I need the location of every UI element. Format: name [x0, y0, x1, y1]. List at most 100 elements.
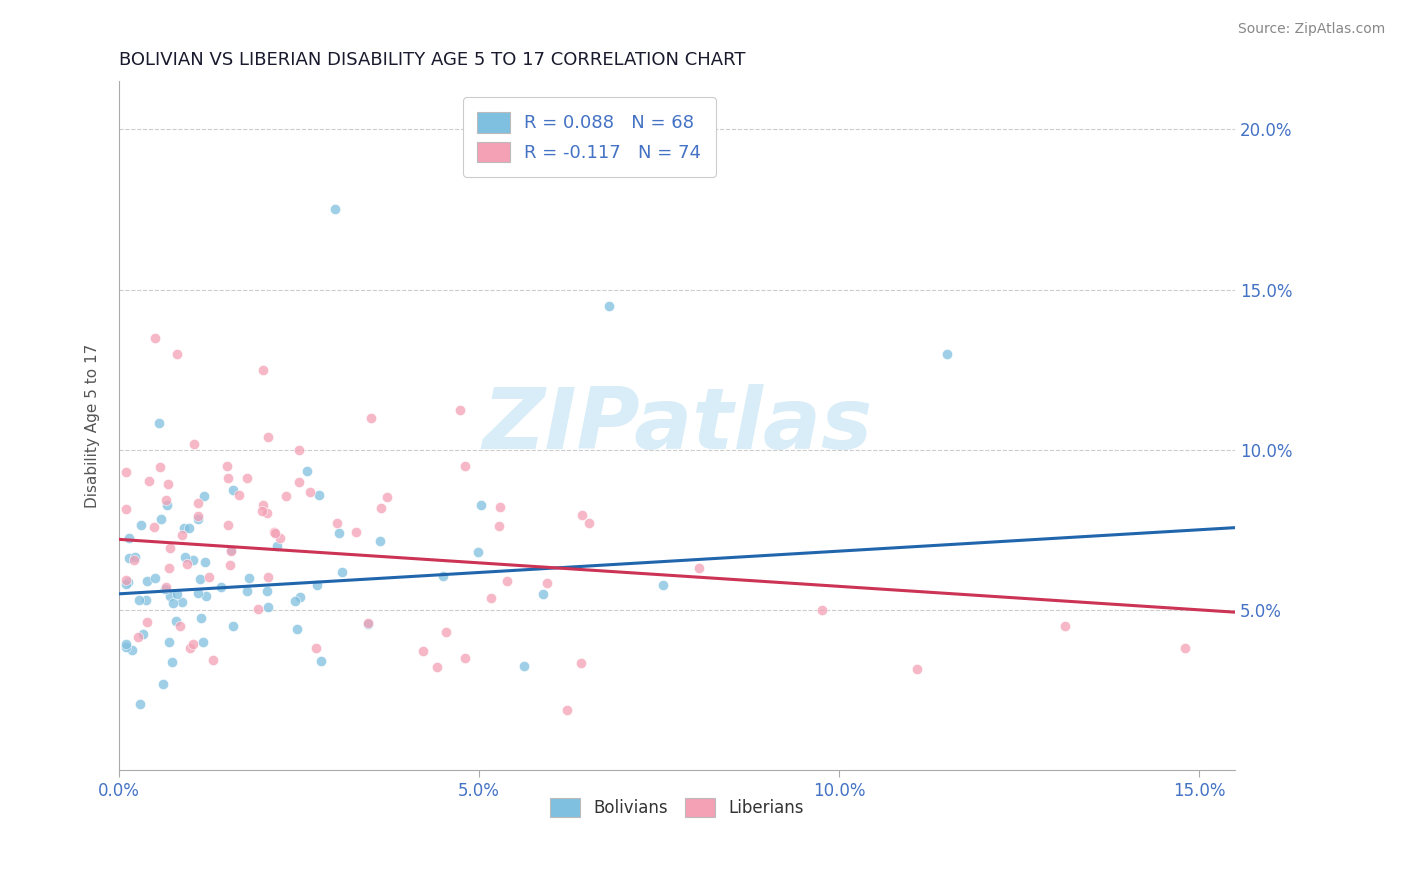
Point: [257, 569, 280, 583]
Point: [169, 619, 191, 633]
Point: [179, 640, 201, 655]
Point: [155, 493, 177, 508]
Point: [449, 403, 471, 417]
Point: [326, 516, 349, 530]
Point: [166, 587, 188, 601]
Point: [536, 576, 558, 591]
Point: [135, 615, 157, 630]
Point: [470, 499, 492, 513]
Point: [811, 603, 834, 617]
Point: [263, 524, 285, 539]
Point: [173, 521, 195, 535]
Point: [153, 582, 176, 596]
Point: [143, 571, 166, 585]
Point: [252, 362, 274, 376]
Point: [305, 640, 328, 655]
Point: [228, 487, 250, 501]
Point: [132, 627, 155, 641]
Point: [257, 600, 280, 615]
Point: [187, 586, 209, 600]
Point: [118, 551, 141, 566]
Point: [194, 555, 217, 569]
Point: [298, 484, 321, 499]
Point: [152, 677, 174, 691]
Point: [115, 573, 138, 587]
Point: [266, 539, 288, 553]
Point: [651, 578, 673, 592]
Point: [479, 591, 502, 605]
Point: [285, 622, 308, 636]
Point: [197, 569, 219, 583]
Point: [143, 520, 166, 534]
Point: [264, 526, 287, 541]
Point: [1053, 619, 1076, 633]
Y-axis label: Disability Age 5 to 17: Disability Age 5 to 17: [86, 343, 100, 508]
Point: [512, 658, 534, 673]
Point: [488, 500, 510, 514]
Point: [936, 346, 959, 360]
Point: [219, 543, 242, 558]
Point: [202, 653, 225, 667]
Point: [256, 430, 278, 444]
Point: [194, 589, 217, 603]
Point: [256, 507, 278, 521]
Point: [129, 518, 152, 533]
Legend: Bolivians, Liberians: Bolivians, Liberians: [544, 791, 810, 823]
Point: [183, 436, 205, 450]
Point: [488, 519, 510, 533]
Point: [157, 476, 180, 491]
Point: [454, 458, 477, 473]
Point: [124, 549, 146, 564]
Point: [115, 465, 138, 479]
Point: [115, 637, 138, 651]
Point: [176, 557, 198, 571]
Point: [219, 558, 242, 572]
Point: [174, 549, 197, 564]
Point: [598, 299, 620, 313]
Point: [115, 640, 138, 654]
Point: [128, 593, 150, 607]
Point: [165, 614, 187, 628]
Point: [357, 617, 380, 632]
Point: [193, 489, 215, 503]
Point: [288, 590, 311, 604]
Point: [531, 587, 554, 601]
Point: [288, 442, 311, 457]
Point: [370, 500, 392, 515]
Point: [569, 657, 592, 671]
Point: [360, 410, 382, 425]
Point: [157, 635, 180, 649]
Point: [434, 625, 457, 640]
Point: [323, 202, 346, 217]
Point: [190, 573, 212, 587]
Point: [187, 512, 209, 526]
Point: [115, 501, 138, 516]
Point: [368, 533, 391, 548]
Point: [426, 660, 449, 674]
Point: [117, 575, 139, 590]
Point: [578, 516, 600, 530]
Point: [276, 489, 298, 503]
Point: [1174, 640, 1197, 655]
Point: [150, 512, 173, 526]
Point: [496, 574, 519, 589]
Point: [138, 474, 160, 488]
Point: [135, 592, 157, 607]
Point: [252, 498, 274, 512]
Point: [246, 602, 269, 616]
Point: [217, 471, 239, 485]
Point: [309, 654, 332, 668]
Point: [172, 528, 194, 542]
Point: [467, 545, 489, 559]
Point: [432, 568, 454, 582]
Point: [328, 526, 350, 541]
Point: [181, 637, 204, 651]
Point: [209, 581, 232, 595]
Point: [127, 630, 149, 644]
Point: [122, 552, 145, 566]
Point: [221, 544, 243, 558]
Point: [193, 635, 215, 649]
Point: [187, 508, 209, 523]
Point: [162, 655, 184, 669]
Point: [128, 697, 150, 711]
